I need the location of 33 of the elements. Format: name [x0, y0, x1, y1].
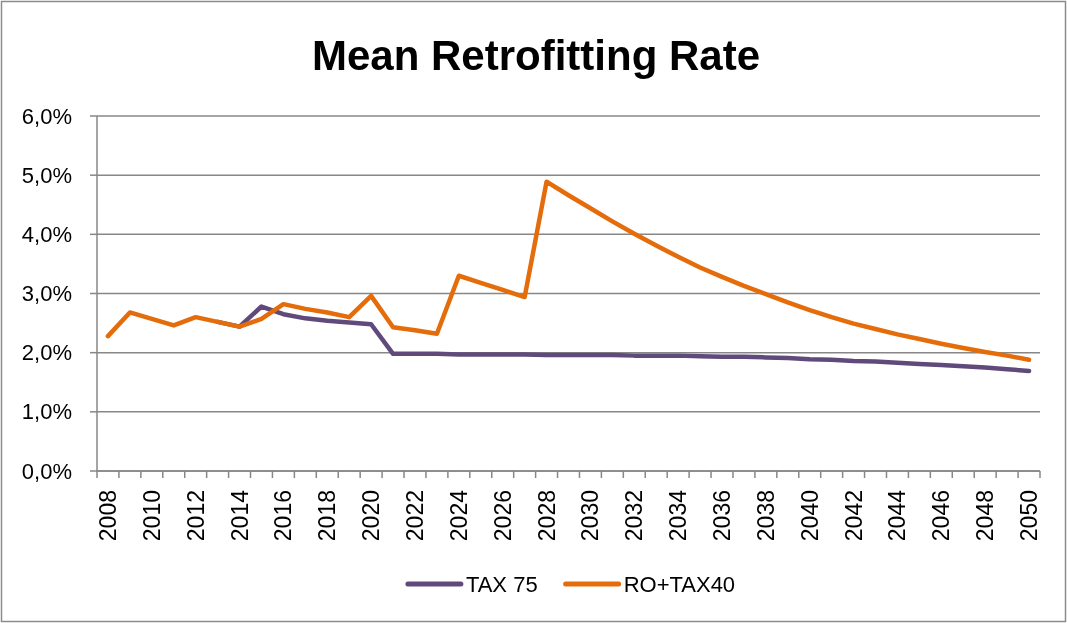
x-tick-label: 2014 — [226, 489, 253, 542]
x-tick-label: 2046 — [928, 490, 955, 542]
x-tick-label: 2044 — [884, 489, 911, 542]
legend-label: TAX 75 — [465, 571, 538, 597]
x-tick-label: 2008 — [94, 490, 121, 542]
x-tick-label: 2016 — [270, 490, 297, 542]
x-tick-label: 2038 — [752, 490, 779, 542]
x-tick-label: 2010 — [138, 490, 165, 542]
x-tick-label: 2036 — [709, 490, 736, 542]
x-tick-label: 2022 — [401, 490, 428, 542]
y-tick-label: 5,0% — [21, 162, 72, 188]
x-tick-label: 2040 — [796, 490, 823, 542]
y-tick-label: 6,0% — [21, 103, 72, 129]
y-tick-label: 1,0% — [21, 399, 72, 425]
x-tick-label: 2026 — [489, 490, 516, 542]
x-tick-label: 2028 — [533, 490, 560, 542]
chart-title: Mean Retrofitting Rate — [311, 32, 761, 79]
y-tick-label: 2,0% — [21, 340, 72, 366]
line-series — [105, 179, 1032, 363]
x-tick-label: 2012 — [182, 490, 209, 542]
y-tick-label: 3,0% — [21, 281, 72, 306]
y-tick-label: 0,0% — [21, 458, 72, 484]
x-tick-label: 2020 — [358, 490, 385, 542]
x-tick-label: 2018 — [314, 490, 341, 542]
y-tick-label: 4,0% — [21, 221, 72, 247]
legend-label: RO+TAX40 — [623, 571, 736, 597]
x-tick-label: 2048 — [972, 490, 999, 542]
x-tick-label: 2034 — [665, 489, 692, 542]
x-tick-label: 2030 — [577, 490, 604, 542]
x-tick-label: 2042 — [840, 490, 867, 542]
x-tick-label: 2050 — [1016, 490, 1043, 542]
x-tick-label: 2024 — [445, 489, 472, 542]
x-tick-label: 2032 — [621, 490, 648, 542]
